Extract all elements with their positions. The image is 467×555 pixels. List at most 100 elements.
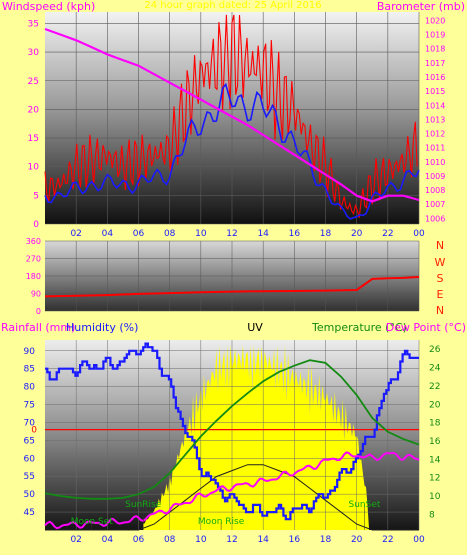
y-tick-label-left: 55 xyxy=(24,472,35,482)
y-tick-label: 0 xyxy=(36,307,41,316)
rain-tick-label: 0 xyxy=(31,426,37,436)
temperature-panel-grid xyxy=(45,340,420,530)
direction-panel-series xyxy=(44,276,420,298)
humidity-line xyxy=(45,342,419,521)
y-tick-label-right: 16 xyxy=(429,437,441,447)
temperature-panel-series xyxy=(44,342,420,531)
y-tick-label-right: 12 xyxy=(429,474,440,484)
y-tick-label-right: 1019 xyxy=(425,31,445,40)
compass-north-top: N xyxy=(436,239,444,252)
wind-direction-line xyxy=(44,276,420,298)
dew-point-line xyxy=(44,451,420,530)
x-tick-label: 08 xyxy=(164,229,176,239)
average-wind-line xyxy=(44,82,420,220)
compass-north-bottom: N xyxy=(436,304,444,317)
barometer-line xyxy=(44,27,420,203)
y-tick-label-right: 22 xyxy=(429,382,440,392)
uv-area xyxy=(143,344,370,530)
y-tick-label-left: 30 xyxy=(28,48,40,58)
compass-west: W xyxy=(435,256,446,269)
temperature-line xyxy=(44,359,420,500)
wind-direction-panel: 0 90 180 270 360 N W S E N xyxy=(26,237,446,317)
x-tick-label: 12 xyxy=(226,229,237,239)
event-label: SunSet xyxy=(349,500,381,510)
y-tick-label-right: 1006 xyxy=(425,214,445,223)
x-tick-label: 00 xyxy=(413,535,425,545)
gust-line xyxy=(44,14,418,218)
y-tick-label-left: 75 xyxy=(24,401,35,411)
y-tick-label-right: 8 xyxy=(429,510,435,520)
x-tick-label: 14 xyxy=(257,229,269,239)
event-label: Moon Set xyxy=(71,517,114,527)
x-tick-label: 04 xyxy=(102,229,114,239)
x-tick-label: 14 xyxy=(257,535,269,545)
wind-panel-grid xyxy=(45,12,420,225)
y-tick-label-left: 85 xyxy=(24,365,35,375)
y-tick-label-left: 10 xyxy=(28,163,40,173)
y-tick-label-left: 60 xyxy=(24,454,36,464)
y-tick-label-right: 1012 xyxy=(425,130,445,139)
y-tick-label-left: 70 xyxy=(24,418,36,428)
x-tick-label: 06 xyxy=(133,229,145,239)
event-label: Moon Rise xyxy=(198,517,245,527)
wind-panel-series xyxy=(44,14,420,220)
x-tick-label: 18 xyxy=(320,229,332,239)
y-tick-label: 270 xyxy=(26,255,41,264)
y-tick-label-left: 20 xyxy=(28,105,40,115)
y-tick-label-right: 1018 xyxy=(425,45,445,54)
y-tick-label-right: 14 xyxy=(429,455,441,465)
x-tick-label: 22 xyxy=(382,535,393,545)
y-tick-label-right: 1009 xyxy=(425,172,445,181)
y-tick-label-right: 1017 xyxy=(425,59,445,68)
y-tick-label-right: 1011 xyxy=(425,144,445,153)
direction-panel-grid xyxy=(45,240,420,312)
x-tick-label: 20 xyxy=(351,535,363,545)
y-tick-label-right: 20 xyxy=(429,400,441,410)
temperature-panel-ticks: 02 04 06 08 10 12 14 16 18 20 22 004550556065707580… xyxy=(24,345,441,545)
sun-moon-events: Moon Set SunRise Moon Rise SunSet xyxy=(71,500,381,530)
humidity-axis-label: Humidity (%) xyxy=(66,321,138,334)
y-tick-label: 180 xyxy=(26,272,41,281)
rainfall-axis-label: Rainfall (mm) xyxy=(1,321,75,334)
solar-line xyxy=(45,464,419,531)
y-tick-label-left: 50 xyxy=(24,490,36,500)
y-tick-label-left: 0 xyxy=(33,220,39,230)
event-label: SunRise xyxy=(125,500,162,510)
x-tick-label: 00 xyxy=(413,229,425,239)
y-tick-label-right: 26 xyxy=(429,345,441,355)
y-tick-label-right: 1014 xyxy=(425,101,445,110)
y-tick-label-left: 35 xyxy=(28,19,39,29)
y-tick-label-right: 1016 xyxy=(425,73,445,82)
y-tick-label: 90 xyxy=(31,290,41,299)
y-tick-label-right: 1020 xyxy=(425,16,445,25)
direction-panel-ticks: 0 90 180 270 360 xyxy=(26,237,41,316)
barometer-axis-label: Barometer (mb) xyxy=(377,0,465,13)
x-tick-label: 06 xyxy=(133,535,145,545)
compass-east: E xyxy=(437,288,444,301)
temperature-humidity-panel: 02 04 06 08 10 12 14 16 18 20 22 004550556065707580… xyxy=(1,321,466,545)
y-tick-label-right: 1015 xyxy=(425,87,445,96)
y-tick-label-left: 80 xyxy=(24,383,36,393)
chart-title: 24 hour graph dated: 25 April 2016 xyxy=(144,0,321,11)
y-tick-label-right: 18 xyxy=(429,419,441,429)
windspeed-axis-label: Windspeed (kph) xyxy=(2,0,95,13)
y-tick-label-right: 10 xyxy=(429,492,441,502)
x-tick-label: 04 xyxy=(102,535,114,545)
y-tick-label-right: 1007 xyxy=(425,200,445,209)
y-tick-label-right: 1008 xyxy=(425,186,445,195)
y-tick-label-right: 1013 xyxy=(425,115,445,124)
x-tick-label: 02 xyxy=(70,535,81,545)
x-tick-label: 18 xyxy=(320,535,332,545)
y-tick-label-left: 90 xyxy=(24,347,36,357)
compass-south: S xyxy=(437,272,444,285)
y-tick-label-right: 1010 xyxy=(425,158,445,167)
x-tick-label: 20 xyxy=(351,229,363,239)
dew-point-axis-label: Dew Point (°C) xyxy=(386,321,466,334)
uv-area-fill xyxy=(143,344,370,530)
x-tick-label: 12 xyxy=(226,535,237,545)
wind-barometer-panel: 02 04 06 08 10 12 14 16 18 20 22 000510152025303510… xyxy=(2,0,465,239)
wind-panel-ticks: 02 04 06 08 10 12 14 16 18 20 22 000510152025303510… xyxy=(28,16,446,239)
y-tick-label-left: 65 xyxy=(24,436,35,446)
